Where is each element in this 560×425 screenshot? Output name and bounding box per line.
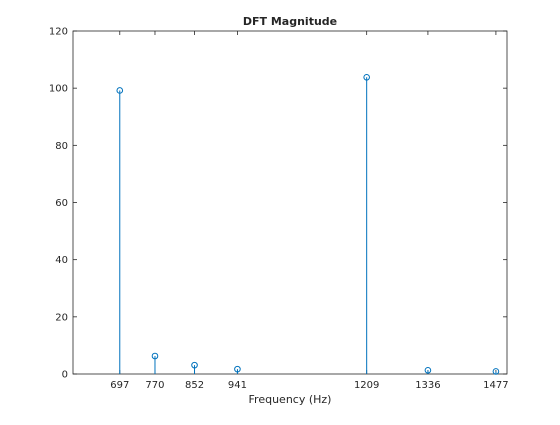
x-tick-label: 770	[145, 380, 164, 391]
chart-title: DFT Magnitude	[243, 15, 337, 28]
y-tick-label: 100	[49, 84, 68, 95]
y-tick-label: 80	[55, 141, 68, 152]
stem-marker	[492, 368, 500, 375]
stem-marker	[151, 352, 159, 360]
y-tick-label: 120	[49, 27, 68, 38]
x-tick-label: 697	[110, 380, 129, 391]
stem-marker	[234, 365, 241, 373]
x-tick-label: 1477	[483, 380, 508, 391]
y-tick-label: 0	[62, 370, 68, 381]
y-axis: 0 20 40 60 80 100 120	[49, 27, 507, 381]
stem-marker	[363, 74, 370, 81]
x-tick-label: 852	[185, 380, 204, 391]
y-tick-label: 60	[55, 198, 68, 209]
x-tick-label: 941	[228, 380, 247, 391]
x-axis-label: Frequency (Hz)	[249, 393, 332, 406]
stem-marker	[116, 87, 124, 94]
stem-marker	[191, 361, 198, 369]
y-tick-label: 40	[55, 255, 68, 266]
y-tick-label: 20	[55, 312, 68, 323]
stem-marker	[424, 366, 432, 374]
x-tick-label: 1209	[354, 380, 379, 391]
x-tick-label: 1336	[415, 380, 440, 391]
stems	[116, 74, 500, 375]
